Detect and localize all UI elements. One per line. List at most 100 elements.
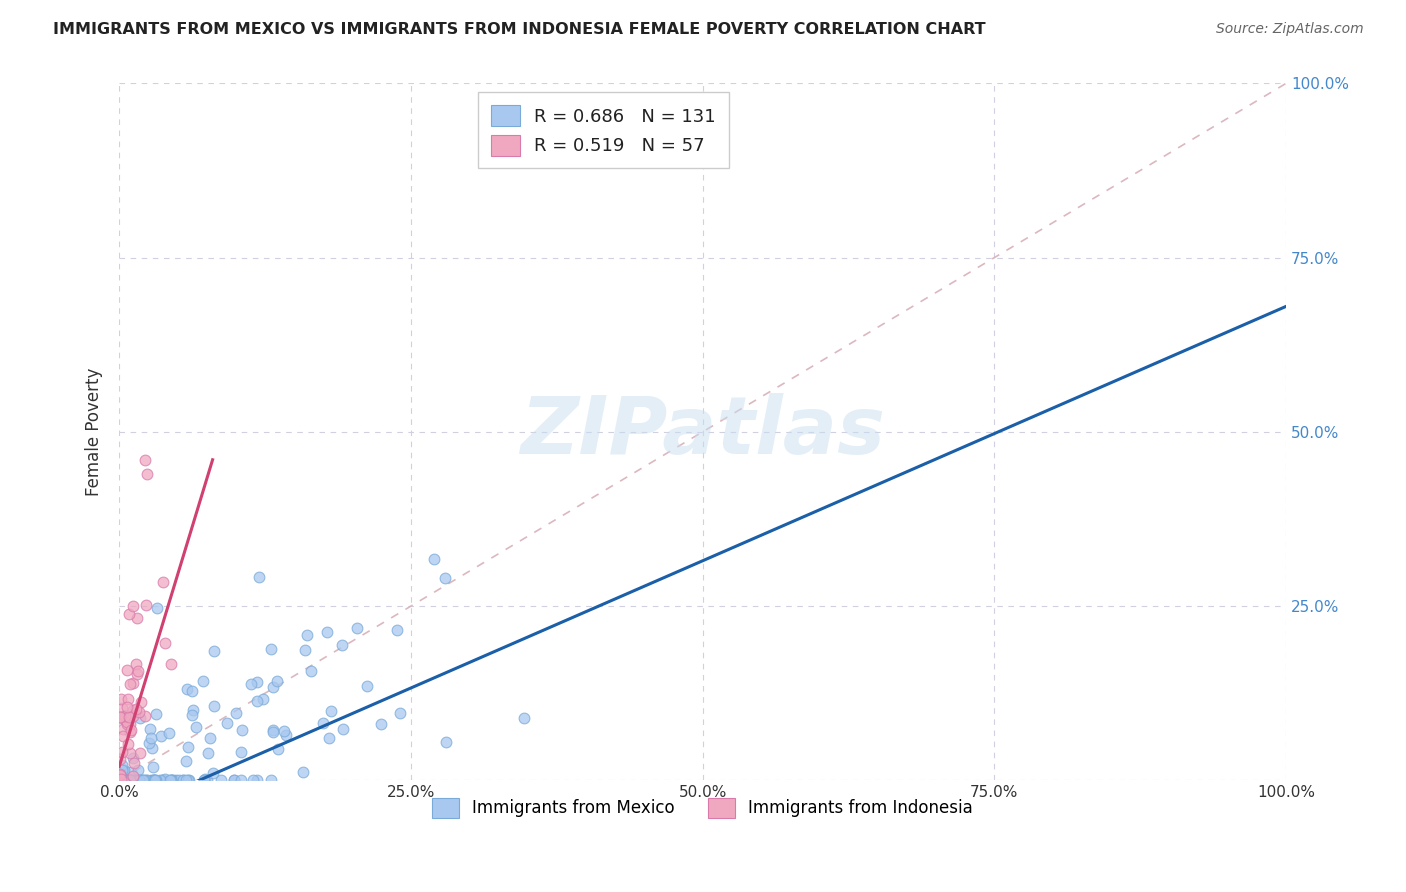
- Point: [128, 747, 150, 761]
- Point: [110, 767, 132, 781]
- Point: [120, 717, 142, 731]
- Point: [143, 772, 166, 787]
- Text: ZIPatlas: ZIPatlas: [520, 392, 886, 471]
- Point: [115, 801, 138, 815]
- Point: [120, 772, 142, 787]
- Point: [242, 772, 264, 787]
- Point: [115, 715, 138, 730]
- Point: [128, 706, 150, 720]
- Point: [312, 716, 335, 731]
- Point: [118, 724, 141, 739]
- Point: [186, 721, 208, 735]
- Point: [138, 736, 160, 750]
- Point: [120, 677, 142, 691]
- Point: [193, 772, 215, 787]
- Point: [197, 746, 219, 760]
- Point: [231, 723, 253, 737]
- Point: [247, 570, 270, 584]
- Point: [162, 772, 184, 787]
- Point: [129, 711, 152, 725]
- Point: [259, 772, 281, 787]
- Point: [141, 731, 163, 746]
- Point: [202, 644, 225, 658]
- Point: [385, 623, 408, 637]
- Point: [142, 760, 165, 774]
- Point: [299, 664, 322, 678]
- Point: [165, 772, 187, 787]
- Point: [146, 601, 169, 615]
- Point: [139, 722, 162, 736]
- Point: [125, 702, 148, 716]
- Point: [202, 698, 225, 713]
- Point: [252, 691, 274, 706]
- Point: [110, 789, 132, 803]
- Point: [292, 765, 315, 780]
- Point: [110, 772, 132, 787]
- Point: [193, 772, 215, 787]
- Point: [110, 772, 132, 787]
- Point: [128, 772, 150, 787]
- Point: [112, 815, 135, 830]
- Point: [127, 772, 149, 787]
- Point: [176, 682, 198, 697]
- Point: [125, 772, 148, 787]
- Point: [121, 709, 143, 723]
- Point: [118, 710, 141, 724]
- Point: [145, 772, 167, 787]
- Point: [125, 657, 148, 672]
- Point: [423, 552, 446, 566]
- Point: [316, 624, 339, 639]
- Point: [114, 772, 136, 787]
- Point: [152, 772, 174, 787]
- Point: [434, 571, 457, 585]
- Point: [110, 823, 132, 838]
- Point: [111, 789, 134, 804]
- Point: [155, 635, 177, 649]
- Point: [110, 767, 132, 781]
- Point: [110, 790, 132, 805]
- Point: [111, 723, 134, 737]
- Point: [135, 598, 157, 612]
- Point: [112, 729, 135, 743]
- Point: [132, 772, 155, 787]
- Point: [127, 763, 149, 777]
- Point: [141, 740, 163, 755]
- Point: [114, 772, 136, 787]
- Point: [124, 772, 146, 787]
- Point: [143, 772, 166, 787]
- Point: [330, 638, 353, 652]
- Point: [174, 772, 197, 787]
- Point: [167, 772, 190, 787]
- Point: [111, 764, 134, 778]
- Point: [118, 607, 141, 621]
- Point: [149, 729, 172, 743]
- Point: [115, 700, 138, 714]
- Point: [110, 751, 132, 765]
- Point: [127, 611, 149, 625]
- Point: [260, 641, 283, 656]
- Point: [157, 726, 180, 740]
- Point: [246, 772, 269, 787]
- Point: [117, 691, 139, 706]
- Point: [513, 710, 536, 724]
- Point: [262, 725, 284, 739]
- Point: [118, 772, 141, 787]
- Point: [114, 772, 136, 787]
- Point: [124, 756, 146, 770]
- Point: [262, 723, 284, 737]
- Point: [120, 772, 142, 787]
- Point: [332, 722, 354, 736]
- Point: [389, 706, 412, 720]
- Point: [112, 779, 135, 793]
- Point: [180, 707, 202, 722]
- Point: [129, 772, 152, 787]
- Point: [159, 772, 181, 787]
- Point: [115, 781, 138, 796]
- Point: [231, 745, 253, 759]
- Point: [112, 709, 135, 723]
- Point: [150, 772, 173, 787]
- Point: [246, 694, 269, 708]
- Point: [118, 746, 141, 760]
- Point: [117, 717, 139, 731]
- Point: [136, 467, 159, 481]
